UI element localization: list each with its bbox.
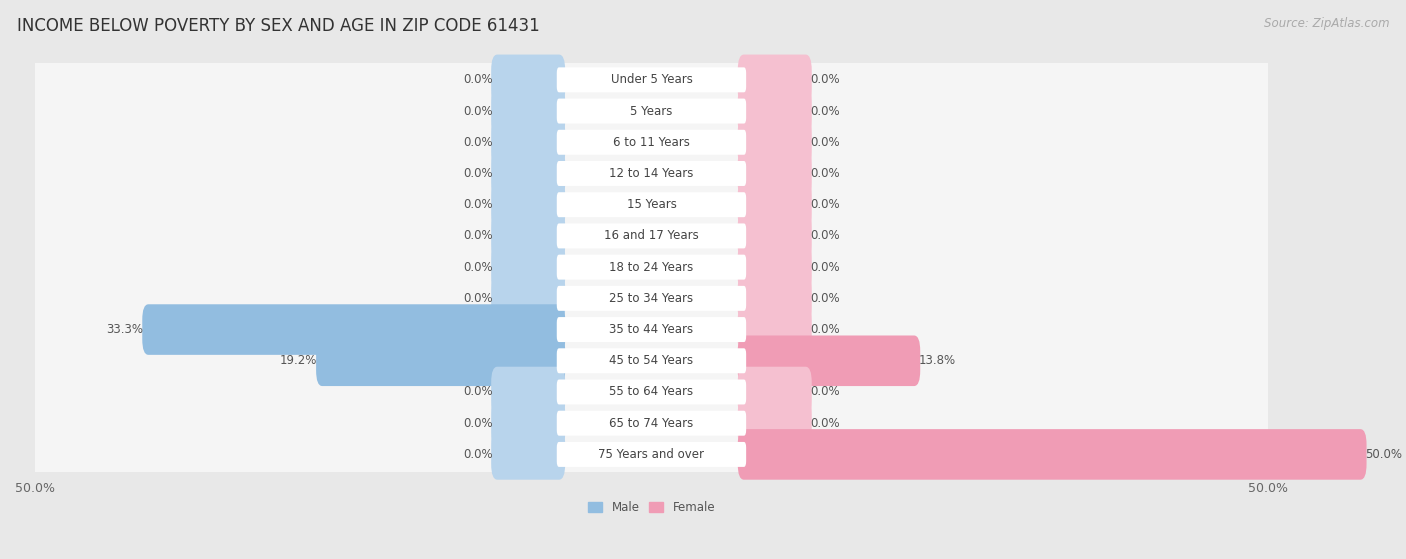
FancyBboxPatch shape [491, 211, 565, 261]
FancyBboxPatch shape [25, 55, 1278, 105]
FancyBboxPatch shape [738, 304, 811, 355]
FancyBboxPatch shape [142, 304, 565, 355]
Text: 55 to 64 Years: 55 to 64 Years [609, 386, 693, 399]
Text: 0.0%: 0.0% [463, 136, 492, 149]
Text: 0.0%: 0.0% [463, 416, 492, 430]
FancyBboxPatch shape [491, 242, 565, 292]
Text: 0.0%: 0.0% [463, 260, 492, 273]
Text: Under 5 Years: Under 5 Years [610, 73, 692, 86]
FancyBboxPatch shape [557, 255, 747, 280]
Text: 0.0%: 0.0% [810, 198, 841, 211]
FancyBboxPatch shape [557, 161, 747, 186]
FancyBboxPatch shape [491, 398, 565, 448]
Text: 0.0%: 0.0% [810, 73, 841, 86]
FancyBboxPatch shape [557, 348, 747, 373]
FancyBboxPatch shape [25, 430, 1278, 479]
FancyBboxPatch shape [557, 442, 747, 467]
FancyBboxPatch shape [557, 130, 747, 155]
Text: 0.0%: 0.0% [810, 167, 841, 180]
FancyBboxPatch shape [491, 179, 565, 230]
Text: 33.3%: 33.3% [107, 323, 143, 336]
Text: 5 Years: 5 Years [630, 105, 672, 117]
FancyBboxPatch shape [557, 411, 747, 435]
FancyBboxPatch shape [25, 367, 1278, 416]
FancyBboxPatch shape [25, 336, 1278, 386]
Text: 0.0%: 0.0% [810, 229, 841, 243]
Text: INCOME BELOW POVERTY BY SEX AND AGE IN ZIP CODE 61431: INCOME BELOW POVERTY BY SEX AND AGE IN Z… [17, 17, 540, 35]
Text: 0.0%: 0.0% [463, 105, 492, 117]
Text: 0.0%: 0.0% [463, 198, 492, 211]
FancyBboxPatch shape [25, 274, 1278, 323]
FancyBboxPatch shape [738, 55, 811, 105]
FancyBboxPatch shape [25, 211, 1278, 260]
FancyBboxPatch shape [491, 367, 565, 417]
FancyBboxPatch shape [738, 117, 811, 168]
Text: 0.0%: 0.0% [463, 167, 492, 180]
FancyBboxPatch shape [25, 117, 1278, 167]
Text: 0.0%: 0.0% [810, 136, 841, 149]
FancyBboxPatch shape [491, 273, 565, 324]
Text: 0.0%: 0.0% [463, 292, 492, 305]
Text: 0.0%: 0.0% [463, 448, 492, 461]
FancyBboxPatch shape [738, 179, 811, 230]
FancyBboxPatch shape [738, 429, 1367, 480]
Text: 18 to 24 Years: 18 to 24 Years [609, 260, 693, 273]
Text: 50.0%: 50.0% [1365, 448, 1402, 461]
Text: 0.0%: 0.0% [810, 292, 841, 305]
FancyBboxPatch shape [557, 98, 747, 124]
FancyBboxPatch shape [557, 317, 747, 342]
FancyBboxPatch shape [557, 224, 747, 248]
Text: 13.8%: 13.8% [920, 354, 956, 367]
Text: 19.2%: 19.2% [280, 354, 318, 367]
FancyBboxPatch shape [557, 380, 747, 405]
Text: 25 to 34 Years: 25 to 34 Years [609, 292, 693, 305]
FancyBboxPatch shape [738, 335, 921, 386]
FancyBboxPatch shape [25, 399, 1278, 448]
Legend: Male, Female: Male, Female [583, 496, 720, 519]
Text: 12 to 14 Years: 12 to 14 Years [609, 167, 693, 180]
Text: 0.0%: 0.0% [463, 73, 492, 86]
Text: 0.0%: 0.0% [463, 229, 492, 243]
FancyBboxPatch shape [557, 67, 747, 92]
Text: 0.0%: 0.0% [810, 416, 841, 430]
Text: 75 Years and over: 75 Years and over [599, 448, 704, 461]
Text: 45 to 54 Years: 45 to 54 Years [609, 354, 693, 367]
FancyBboxPatch shape [557, 192, 747, 217]
FancyBboxPatch shape [25, 180, 1278, 229]
FancyBboxPatch shape [738, 86, 811, 136]
Text: 35 to 44 Years: 35 to 44 Years [609, 323, 693, 336]
Text: 0.0%: 0.0% [810, 260, 841, 273]
Text: 15 Years: 15 Years [627, 198, 676, 211]
Text: 0.0%: 0.0% [463, 386, 492, 399]
Text: 0.0%: 0.0% [810, 323, 841, 336]
FancyBboxPatch shape [738, 242, 811, 292]
FancyBboxPatch shape [25, 87, 1278, 136]
FancyBboxPatch shape [316, 335, 565, 386]
FancyBboxPatch shape [491, 429, 565, 480]
FancyBboxPatch shape [25, 305, 1278, 354]
FancyBboxPatch shape [491, 86, 565, 136]
Text: 6 to 11 Years: 6 to 11 Years [613, 136, 690, 149]
Text: 65 to 74 Years: 65 to 74 Years [609, 416, 693, 430]
FancyBboxPatch shape [738, 148, 811, 199]
FancyBboxPatch shape [25, 149, 1278, 198]
FancyBboxPatch shape [738, 211, 811, 261]
Text: 16 and 17 Years: 16 and 17 Years [605, 229, 699, 243]
FancyBboxPatch shape [25, 243, 1278, 292]
FancyBboxPatch shape [491, 117, 565, 168]
FancyBboxPatch shape [557, 286, 747, 311]
FancyBboxPatch shape [491, 148, 565, 199]
FancyBboxPatch shape [738, 367, 811, 417]
FancyBboxPatch shape [491, 55, 565, 105]
FancyBboxPatch shape [738, 273, 811, 324]
FancyBboxPatch shape [738, 398, 811, 448]
Text: 0.0%: 0.0% [810, 105, 841, 117]
Text: 0.0%: 0.0% [810, 386, 841, 399]
Text: Source: ZipAtlas.com: Source: ZipAtlas.com [1264, 17, 1389, 30]
